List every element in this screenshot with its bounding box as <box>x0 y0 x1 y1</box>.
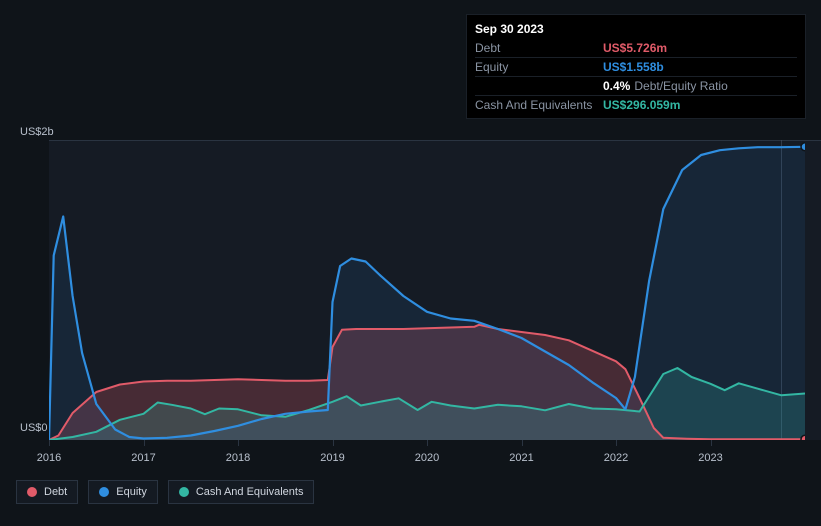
x-axis-label: 2016 <box>37 452 61 464</box>
tooltip-row-label: Debt <box>475 41 603 55</box>
legend-label: Debt <box>44 486 67 498</box>
tooltip-row-label: Equity <box>475 60 603 74</box>
chart-svg <box>49 140 805 440</box>
tooltip-row-suffix: Debt/Equity Ratio <box>634 79 727 93</box>
tooltip-row-value: US$296.059m <box>603 98 680 112</box>
tooltip-date: Sep 30 2023 <box>475 19 797 39</box>
tooltip-row-label: Cash And Equivalents <box>475 98 603 112</box>
x-axis-label: 2023 <box>698 452 722 464</box>
x-axis-tick <box>49 440 50 446</box>
x-axis-tick <box>144 440 145 446</box>
x-axis-label: 2017 <box>131 452 155 464</box>
legend-dot-icon <box>179 487 189 497</box>
x-axis-tick <box>522 440 523 446</box>
y-axis-label-bottom: US$0 <box>20 422 48 434</box>
chart-legend: Debt Equity Cash And Equivalents <box>16 480 314 504</box>
tooltip-row: EquityUS$1.558b <box>475 57 797 76</box>
tooltip-row: 0.4% Debt/Equity Ratio <box>475 76 797 95</box>
legend-label: Equity <box>116 486 147 498</box>
legend-item-cash-and-equivalents[interactable]: Cash And Equivalents <box>168 480 315 504</box>
tooltip-row: DebtUS$5.726m <box>475 39 797 57</box>
legend-label: Cash And Equivalents <box>196 486 304 498</box>
x-axis-tick <box>238 440 239 446</box>
tooltip-row-value: 0.4% <box>603 79 630 93</box>
x-axis-label: 2020 <box>415 452 439 464</box>
legend-item-debt[interactable]: Debt <box>16 480 78 504</box>
tooltip-row-value: US$1.558b <box>603 60 664 74</box>
series-endpoint-marker <box>801 143 805 151</box>
y-axis-label-top: US$2b <box>20 126 54 138</box>
x-axis-label: 2022 <box>604 452 628 464</box>
tooltip-row-label <box>475 79 603 93</box>
chart-tooltip: Sep 30 2023 DebtUS$5.726mEquityUS$1.558b… <box>466 14 806 119</box>
legend-dot-icon <box>99 487 109 497</box>
series-endpoint-marker <box>801 435 805 440</box>
x-axis-tick <box>711 440 712 446</box>
x-axis-label: 2018 <box>226 452 250 464</box>
x-axis-tick <box>333 440 334 446</box>
tooltip-row-value: US$5.726m <box>603 41 667 55</box>
x-axis-tick <box>616 440 617 446</box>
tooltip-row: Cash And EquivalentsUS$296.059m <box>475 95 797 114</box>
legend-item-equity[interactable]: Equity <box>88 480 158 504</box>
legend-dot-icon <box>27 487 37 497</box>
x-axis-label: 2019 <box>320 452 344 464</box>
x-axis-label: 2021 <box>509 452 533 464</box>
x-axis-tick <box>427 440 428 446</box>
